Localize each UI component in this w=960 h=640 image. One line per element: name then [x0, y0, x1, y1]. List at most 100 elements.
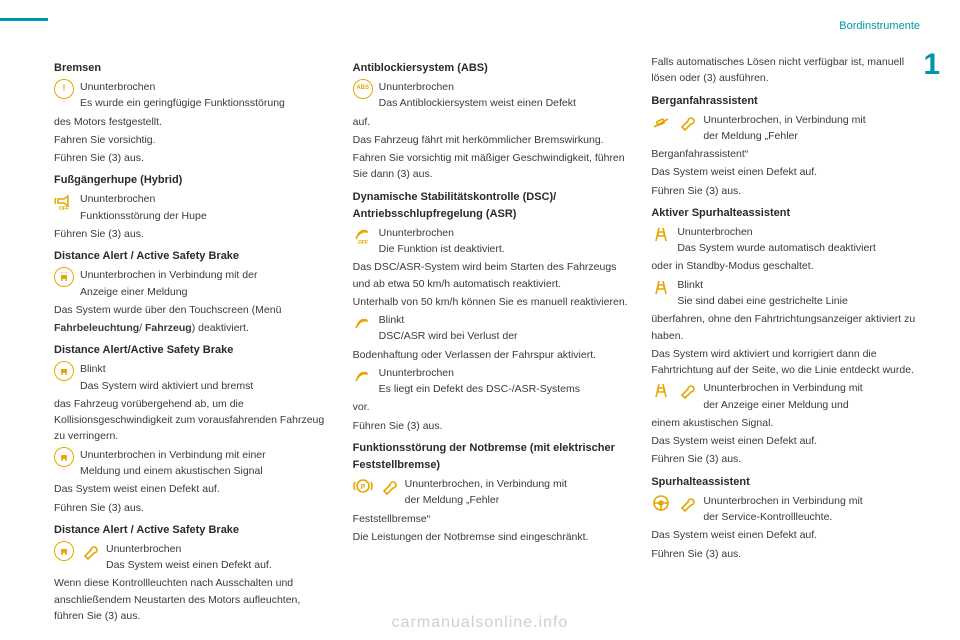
heading-distance-3: Distance Alert / Active Safety Brake — [54, 522, 331, 539]
text: Falls automatisches Lösen nicht verfügba… — [651, 54, 928, 87]
hill-start-icon — [651, 112, 671, 132]
text: Das System weist einen Defekt auf. — [106, 559, 272, 571]
text: Das System weist einen Defekt auf. — [54, 481, 331, 497]
text: Das Antiblockiersystem weist einen Defek… — [379, 97, 576, 109]
text: Blinkt — [80, 363, 106, 375]
text: Ununterbrochen — [80, 193, 155, 205]
text: Das System weist einen Defekt auf. — [651, 164, 928, 180]
heading-dsc: Dynamische Stabilitätskontrolle (DSC)/ A… — [353, 189, 630, 223]
heading-spurhalte: Spurhalteassistent — [651, 474, 928, 491]
text: Ununterbrochen — [80, 81, 155, 93]
heading-bremsen: Bremsen — [54, 60, 331, 77]
text: Bodenhaftung oder Verlassen der Fahrspur… — [353, 347, 630, 363]
watermark: carmanualsonline.info — [0, 614, 960, 632]
text: Sie sind dabei eine gestrichelte Linie — [677, 295, 847, 307]
text: Führen Sie (3) aus. — [651, 183, 928, 199]
esc-icon — [353, 365, 373, 385]
text: DSC/ASR wird bei Verlust der — [379, 330, 518, 342]
column-2: Antiblockiersystem (ABS) ABS Ununterbroc… — [353, 54, 630, 618]
row-hillstart: Ununterbrochen, in Verbindung mit der Me… — [651, 112, 928, 145]
text: Ununterbrochen — [379, 227, 454, 239]
heading-distance-2: Distance Alert/Active Safety Brake — [54, 342, 331, 359]
text: Ununterbrochen — [379, 81, 454, 93]
row-lka-3: Ununterbrochen in Verbindung mit der Anz… — [651, 380, 928, 413]
row-lka-2: Blinkt Sie sind dabei eine gestrichelte … — [651, 277, 928, 310]
text: oder in Standby-Modus geschaltet. — [651, 258, 928, 274]
row-distance-2a: Blinkt Das System wird aktiviert und bre… — [54, 361, 331, 394]
text: Feststellbremse“ — [353, 511, 630, 527]
svg-text:P: P — [360, 484, 365, 491]
lane-assist-icon — [651, 224, 671, 244]
text: Führen Sie (3) aus. — [54, 150, 331, 166]
collision-warning-icon — [54, 447, 74, 467]
text: der Anzeige einer Meldung und — [703, 399, 848, 411]
heading-berganfahr: Berganfahrassistent — [651, 93, 928, 110]
row-distance-1: Ununterbrochen in Verbindung mit der Anz… — [54, 267, 331, 300]
text: Das System weist einen Defekt auf. — [651, 527, 928, 543]
text: der Meldung „Fehler — [405, 494, 500, 506]
text: auf. — [353, 114, 630, 130]
abs-icon: ABS — [353, 79, 373, 99]
column-1: Bremsen ! Ununterbrochen Es wurde ein ge… — [54, 54, 331, 618]
text: der Meldung „Fehler — [703, 130, 798, 142]
text: Ununterbrochen in Verbindung mit — [703, 495, 862, 507]
svg-text:OFF: OFF — [358, 240, 368, 245]
text: Funktionsstörung der Hupe — [80, 210, 207, 222]
service-wrench-icon — [677, 112, 697, 132]
text: Die Funktion ist deaktiviert. — [379, 243, 505, 255]
text: des Motors festgestellt. — [54, 114, 331, 130]
row-dsc-blink: Blinkt DSC/ASR wird bei Verlust der — [353, 312, 630, 345]
header-accent-bar — [0, 18, 48, 21]
parking-brake-fault-icon: P — [353, 476, 373, 496]
service-wrench-icon — [379, 476, 399, 496]
text: vor. — [353, 399, 630, 415]
text: das Fahrzeug vorübergehend ab, um die Ko… — [54, 396, 331, 445]
heading-notbremse: Funktionsstörung der Notbremse (mit elek… — [353, 440, 630, 474]
text: Ununterbrochen — [106, 543, 181, 555]
text: Führen Sie (3) aus. — [54, 226, 331, 242]
row-dsc-off: OFF Ununterbrochen Die Funktion ist deak… — [353, 225, 630, 258]
text: Blinkt — [379, 314, 405, 326]
service-wrench-icon — [677, 380, 697, 400]
text: Die Leistungen der Notbremse sind einges… — [353, 529, 630, 545]
row-distance-3: Ununterbrochen Das System weist einen De… — [54, 541, 331, 574]
text: Berganfahrassistent“ — [651, 146, 928, 162]
text: Unterhalb von 50 km/h können Sie es manu… — [353, 294, 630, 310]
text: Ununterbrochen, in Verbindung mit — [703, 114, 865, 126]
text: Führen Sie (3) aus. — [651, 451, 928, 467]
text: Fahrbeleuchtung/ Fahrzeug) deaktiviert. — [54, 320, 331, 336]
text: Meldung und einem akustischen Signal — [80, 465, 263, 477]
text: Das System weist einen Defekt auf. — [651, 433, 928, 449]
collision-warning-icon — [54, 361, 74, 381]
text: einem akustischen Signal. — [651, 415, 928, 431]
text: Ununterbrochen in Verbindung mit der — [80, 269, 257, 281]
row-horn: OFF Ununterbrochen Funktionsstörung der … — [54, 191, 331, 224]
header-section-label: Bordinstrumente — [839, 20, 920, 32]
heading-lka-active: Aktiver Spurhalteassistent — [651, 205, 928, 222]
lane-assist-icon — [651, 380, 671, 400]
text: Es wurde ein geringfügige Funktionsstöru… — [80, 97, 285, 109]
text: Ununterbrochen — [379, 367, 454, 379]
text: Führen Sie (3) aus. — [353, 418, 630, 434]
text: Das System wird aktiviert und bremst — [80, 380, 253, 392]
row-abs: ABS Ununterbrochen Das Antiblockiersyste… — [353, 79, 630, 112]
lane-assist-icon — [651, 277, 671, 297]
text: Fahren Sie vorsichtig mit mäßiger Geschw… — [353, 150, 630, 183]
esc-off-icon: OFF — [353, 225, 373, 245]
text: Das System wurde über den Touchscreen (M… — [54, 302, 331, 318]
row-brake-warning: ! Ununterbrochen Es wurde ein geringfügi… — [54, 79, 331, 112]
text: Ununterbrochen in Verbindung mit — [703, 382, 862, 394]
text: Das System wurde automatisch deaktiviert — [677, 242, 875, 254]
heading-abs: Antiblockiersystem (ABS) — [353, 60, 630, 77]
brake-warning-icon: ! — [54, 79, 74, 99]
text: Das DSC/ASR-System wird beim Starten des… — [353, 259, 630, 292]
row-distance-2b: Ununterbrochen in Verbindung mit einer M… — [54, 447, 331, 480]
text: Das System wird aktiviert und korrigiert… — [651, 346, 928, 379]
row-notbremse: P Ununterbrochen, in Verbindung mit der … — [353, 476, 630, 509]
text: Es liegt ein Defekt des DSC-/ASR-Systems — [379, 383, 580, 395]
svg-text:OFF: OFF — [59, 206, 69, 211]
text: Ununterbrochen, in Verbindung mit — [405, 478, 567, 490]
collision-warning-icon — [54, 267, 74, 287]
text: Ununterbrochen — [677, 226, 752, 238]
heading-hupe: Fußgängerhupe (Hybrid) — [54, 172, 331, 189]
